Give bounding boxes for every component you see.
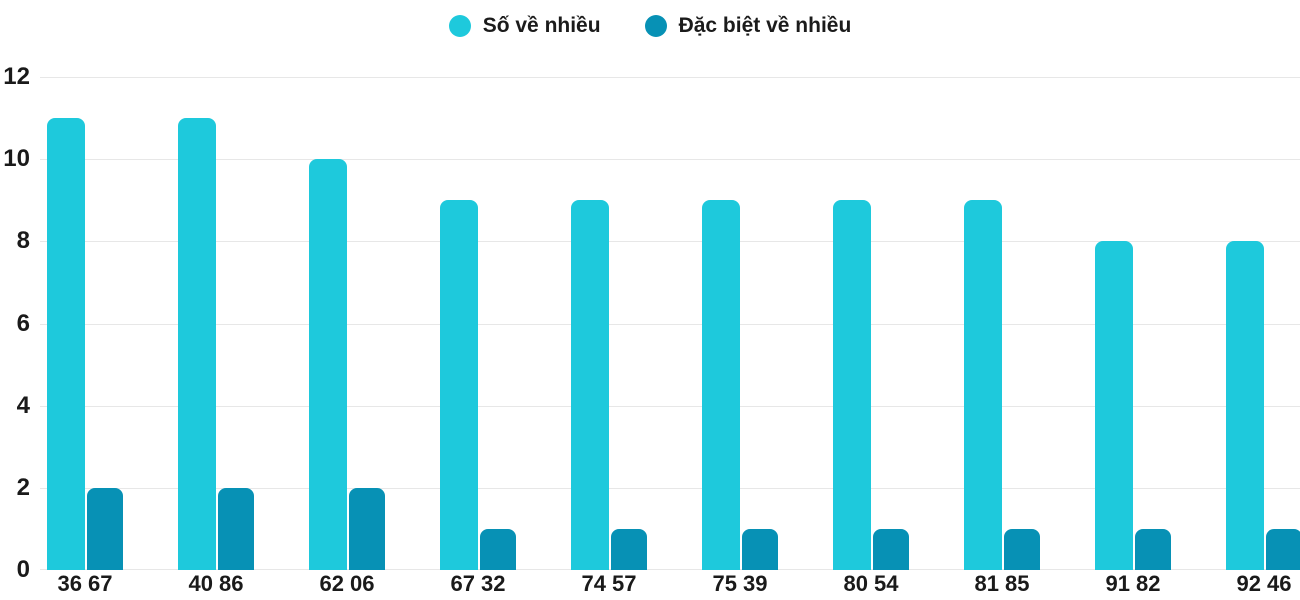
- x-tick-label-81-85: 81 85: [974, 571, 1030, 596]
- gridline-y-6: [40, 323, 1300, 325]
- bar-so-ve-nhieu-62-06[interactable]: [309, 159, 347, 570]
- bar-so-ve-nhieu-91-82[interactable]: [1095, 241, 1133, 570]
- bar-dac-biet-62-06[interactable]: [349, 487, 385, 570]
- gridline-y-2: [40, 487, 1300, 489]
- x-tick-label-67-32: 67 32: [450, 571, 506, 596]
- bar-dac-biet-75-39[interactable]: [742, 528, 778, 570]
- x-tick-label-62-06: 62 06: [319, 571, 375, 596]
- y-axis: 0 2 4 6 8 10 12: [0, 65, 30, 582]
- bar-dac-biet-80-54[interactable]: [873, 528, 909, 570]
- bar-dac-biet-91-82[interactable]: [1135, 528, 1171, 570]
- y-tick-label-10: 10: [3, 145, 30, 173]
- legend-label-so-ve-nhieu: Số về nhiều: [482, 14, 601, 37]
- y-tick-label-4: 4: [16, 391, 30, 419]
- legend-item-so-ve-nhieu[interactable]: Số về nhiều: [448, 14, 601, 38]
- bar-dac-biet-67-32[interactable]: [480, 528, 516, 570]
- x-tick-label-40-86: 40 86: [188, 571, 244, 596]
- legend-dot-primary-icon: [448, 15, 471, 37]
- bar-so-ve-nhieu-67-32[interactable]: [440, 200, 478, 570]
- bar-dac-biet-92-46[interactable]: [1266, 528, 1300, 570]
- x-axis: 36 67 40 86 62 06 67 32 74 57 75 39 80 54 81 85…: [0, 571, 1300, 600]
- bar-so-ve-nhieu-75-39[interactable]: [702, 200, 740, 570]
- y-tick-label-2: 2: [16, 473, 30, 501]
- gridline-y-0: [40, 569, 1300, 570]
- gridline-y-12: [40, 77, 1300, 78]
- gridline-y-8: [40, 241, 1300, 243]
- legend-item-dac-biet-ve-nhieu[interactable]: Đặc biệt về nhiều: [644, 14, 852, 38]
- x-tick-label-74-57: 74 57: [581, 571, 637, 596]
- plot-area: [40, 77, 1300, 570]
- bar-so-ve-nhieu-74-57[interactable]: [571, 200, 609, 570]
- bar-so-ve-nhieu-81-85[interactable]: [964, 200, 1002, 570]
- bar-so-ve-nhieu-80-54[interactable]: [833, 200, 871, 570]
- gridline-y-4: [40, 405, 1300, 407]
- x-tick-label-92-46: 92 46: [1236, 571, 1292, 596]
- legend: Số về nhiều Đặc biệt về nhiều: [0, 14, 1300, 38]
- bar-so-ve-nhieu-40-86[interactable]: [178, 118, 216, 570]
- y-tick-label-0: 0: [16, 556, 30, 583]
- y-tick-label-8: 8: [16, 227, 30, 255]
- y-tick-label-6: 6: [16, 309, 30, 337]
- legend-dot-special-icon: [644, 15, 667, 37]
- bar-so-ve-nhieu-36-67[interactable]: [47, 118, 85, 570]
- gridline-y-10: [40, 159, 1300, 161]
- bar-dac-biet-74-57[interactable]: [611, 528, 647, 570]
- bar-so-ve-nhieu-92-46[interactable]: [1226, 241, 1264, 570]
- bar-dac-biet-36-67[interactable]: [87, 487, 123, 570]
- x-tick-label-36-67: 36 67: [57, 571, 113, 596]
- x-tick-label-91-82: 91 82: [1105, 571, 1161, 596]
- y-tick-label-12: 12: [3, 63, 30, 90]
- x-tick-label-80-54: 80 54: [843, 571, 899, 596]
- bars-layer: [0, 77, 1300, 570]
- legend-label-dac-biet-ve-nhieu: Đặc biệt về nhiều: [678, 14, 852, 37]
- bar-dac-biet-40-86[interactable]: [218, 487, 254, 570]
- x-tick-label-75-39: 75 39: [712, 571, 768, 596]
- bar-dac-biet-81-85[interactable]: [1004, 528, 1040, 570]
